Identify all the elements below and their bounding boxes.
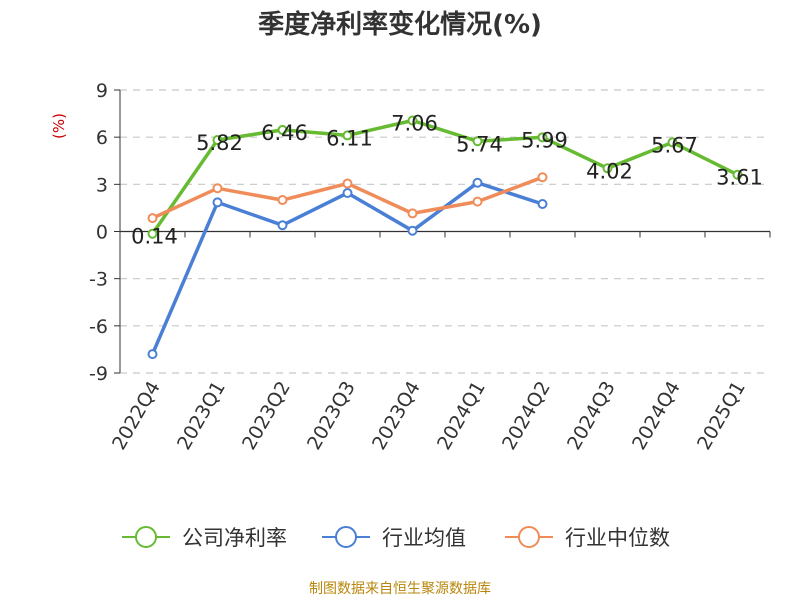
- data-point: [277, 220, 288, 231]
- data-point: [472, 196, 483, 207]
- x-tick-label: 2024Q2: [498, 378, 555, 454]
- data-point: [147, 228, 158, 239]
- legend-label-2: 行业中位数: [565, 526, 670, 550]
- data-point: [277, 124, 288, 135]
- data-point: [212, 197, 223, 208]
- x-tick-label: 2024Q4: [628, 378, 685, 454]
- data-point: [407, 208, 418, 219]
- legend[interactable]: 公司净利率 行业均值 行业中位数: [122, 526, 670, 550]
- y-tick-label: 0: [96, 222, 108, 244]
- x-tick-label: 2022Q4: [108, 378, 165, 454]
- x-tick-label: 2023Q2: [238, 378, 295, 454]
- data-point: [147, 213, 158, 224]
- y-tick-label: 6: [96, 127, 108, 149]
- data-point: [212, 183, 223, 194]
- data-label: 3.61: [716, 166, 763, 190]
- data-point: [342, 130, 353, 141]
- data-point: [342, 178, 353, 189]
- data-point: [342, 187, 353, 198]
- data-label: 6.46: [261, 121, 308, 145]
- y-tick-label: 9: [96, 80, 108, 102]
- data-point: [732, 169, 743, 180]
- x-tick-label: 2023Q4: [368, 378, 425, 454]
- data-label: 5.67: [651, 133, 698, 157]
- series-line-0: [151, 118, 739, 235]
- legend-marker-1: [335, 526, 357, 548]
- data-label: 0.14: [131, 225, 178, 249]
- legend-label-1: 行业均值: [382, 526, 466, 550]
- legend-marker-0: [135, 526, 157, 548]
- y-unit-label: (%): [50, 113, 68, 139]
- y-tick-label: -6: [89, 316, 108, 338]
- data-point: [147, 349, 158, 360]
- y-tick-label: -3: [89, 269, 108, 291]
- legend-label-0: 公司净利率: [182, 526, 287, 550]
- data-point: [407, 115, 418, 126]
- data-label: 7.06: [391, 112, 438, 136]
- data-label: 5.74: [456, 132, 503, 156]
- data-point: [212, 134, 223, 145]
- x-tick-label: 2025Q1: [693, 378, 750, 454]
- series-line-1: [150, 181, 544, 355]
- y-tick-label: 3: [96, 174, 108, 196]
- data-point: [472, 177, 483, 188]
- legend-marker-2: [518, 526, 540, 548]
- data-point: [472, 136, 483, 147]
- data-label: 5.82: [196, 131, 243, 155]
- x-tick-label: 2023Q1: [173, 378, 230, 454]
- data-label-layer: 0.14 5.82 6.46 6.11 7.06 5.74 5.99 4.02 5.67 3.61: [131, 112, 763, 249]
- x-tick-label: 2023Q3: [303, 378, 360, 454]
- data-point: [537, 198, 548, 209]
- data-point: [277, 195, 288, 206]
- data-point: [537, 132, 548, 143]
- data-point: [602, 163, 613, 174]
- data-source-note: 制图数据来自恒生聚源数据库: [309, 581, 491, 597]
- series-layer: [147, 115, 743, 360]
- data-point: [537, 172, 548, 183]
- x-tick-label: 2024Q3: [563, 378, 620, 454]
- data-label: 5.99: [521, 128, 568, 152]
- data-label: 4.02: [586, 159, 633, 183]
- data-point: [407, 225, 418, 236]
- chart-title: 季度净利率变化情况(%): [258, 10, 542, 40]
- data-label: 6.11: [326, 126, 373, 150]
- y-tick-label: -9: [89, 363, 108, 385]
- data-point: [667, 137, 678, 148]
- x-tick-label: 2024Q1: [433, 378, 490, 454]
